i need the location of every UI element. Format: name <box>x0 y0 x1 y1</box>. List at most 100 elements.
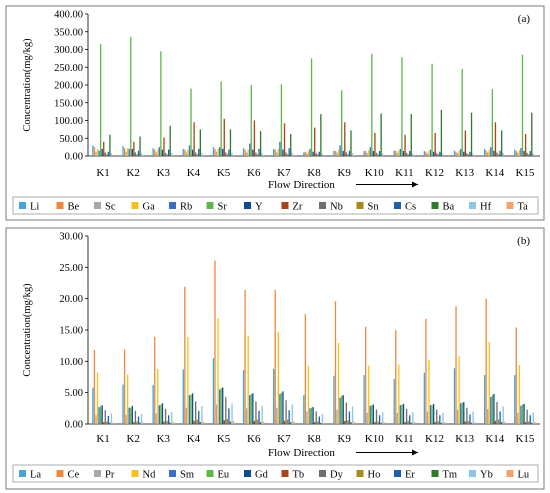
bar-ho-k8 <box>317 421 319 424</box>
category-label: K3 <box>157 433 171 445</box>
bar-li-k9 <box>333 150 335 156</box>
bar-la-k4 <box>182 369 184 424</box>
bar-nd-k9 <box>337 343 340 424</box>
bar-nb-k7 <box>285 152 287 156</box>
bar-eu-k1 <box>99 406 102 424</box>
bar-cs-k1 <box>107 151 110 156</box>
bar-cs-k6 <box>258 148 260 156</box>
bar-er-k5 <box>228 408 230 424</box>
bar-yb-k8 <box>321 413 324 424</box>
bar-ce-k3 <box>154 336 156 424</box>
bar-lu-k3 <box>172 422 174 424</box>
bar-y-k10 <box>372 151 375 156</box>
bar-li-k15 <box>514 149 516 156</box>
bar-hf-k1 <box>110 153 113 156</box>
legend-swatch <box>394 470 401 477</box>
bar-sr-k2 <box>130 37 132 156</box>
panel-frame <box>5 227 545 490</box>
bar-er-k1 <box>107 415 110 424</box>
bar-tm-k7 <box>290 422 292 424</box>
bar-ga-k12 <box>428 150 430 156</box>
bar-la-k3 <box>152 385 154 424</box>
legend-entry-hf: Hf <box>480 201 492 212</box>
bar-ba-k10 <box>380 113 382 156</box>
bar-sc-k7 <box>276 152 278 156</box>
bar-er-k12 <box>439 415 441 424</box>
bar-sc-k12 <box>426 153 429 156</box>
bar-ta-k11 <box>413 154 416 156</box>
bar-pr-k4 <box>185 407 188 424</box>
legend-swatch <box>356 470 364 477</box>
bar-tb-k12 <box>434 422 436 424</box>
bar-cs-k13 <box>469 151 471 156</box>
bar-sr-k13 <box>461 69 463 156</box>
category-label: K11 <box>395 433 414 445</box>
bar-pr-k12 <box>426 411 429 424</box>
bar-sm-k13 <box>460 403 462 424</box>
y-tick-label: 0.00 <box>65 152 83 163</box>
legend-swatch <box>56 202 64 209</box>
bar-tb-k15 <box>524 422 527 424</box>
bar-zr-k14 <box>494 122 497 156</box>
bar-be-k6 <box>244 149 246 156</box>
bar-y-k15 <box>523 151 525 156</box>
bar-tb-k2 <box>133 422 135 424</box>
bar-pr-k10 <box>366 412 368 424</box>
bar-sn-k11 <box>407 154 409 156</box>
bar-la-k14 <box>483 375 486 424</box>
bar-y-k7 <box>282 149 284 156</box>
bar-sm-k3 <box>158 405 160 424</box>
y-axis-label: Concentration(mg/kg) <box>22 38 33 132</box>
bar-ho-k1 <box>106 421 108 424</box>
bar-zr-k6 <box>253 120 256 156</box>
bar-be-k10 <box>364 151 367 156</box>
bar-sc-k6 <box>245 152 248 156</box>
bar-nb-k13 <box>466 153 468 156</box>
bar-yb-k3 <box>171 412 173 424</box>
bar-cs-k7 <box>288 148 290 156</box>
bar-ga-k11 <box>398 150 400 156</box>
bar-eu-k7 <box>280 392 283 424</box>
bar-li-k1 <box>92 145 94 156</box>
bar-cs-k10 <box>378 151 381 156</box>
bar-ta-k14 <box>504 154 506 156</box>
bar-sr-k10 <box>371 53 373 157</box>
bar-gd-k4 <box>191 393 194 424</box>
bar-pr-k3 <box>155 413 157 424</box>
bar-er-k13 <box>469 414 471 424</box>
bar-gd-k10 <box>372 404 375 424</box>
legend-swatch <box>94 202 101 209</box>
bar-ce-k4 <box>184 286 186 424</box>
bar-er-k15 <box>529 415 531 424</box>
bar-sm-k1 <box>98 407 100 424</box>
bar-cs-k8 <box>318 151 320 156</box>
bar-tm-k13 <box>470 422 473 424</box>
bar-sr-k7 <box>280 84 283 156</box>
bar-gd-k12 <box>432 403 435 424</box>
bar-tm-k10 <box>380 422 382 424</box>
bar-ce-k2 <box>123 349 126 424</box>
bar-yb-k2 <box>140 413 143 424</box>
bar-lu-k6 <box>263 421 265 424</box>
legend-entry-yb: Yb <box>480 469 493 480</box>
bar-sn-k5 <box>226 154 229 156</box>
y-tick-label: 400.00 <box>54 10 83 21</box>
category-label: K15 <box>515 433 534 445</box>
bar-er-k3 <box>167 415 170 424</box>
legend-entry-ce: Ce <box>68 469 80 480</box>
legend-swatch <box>244 470 251 477</box>
bar-pr-k5 <box>215 404 218 424</box>
bar-sm-k12 <box>429 405 432 424</box>
bar-nd-k12 <box>428 360 430 424</box>
bar-nd-k8 <box>307 365 310 424</box>
legend-swatch <box>394 202 401 209</box>
bar-pr-k2 <box>125 414 127 424</box>
bar-sm-k8 <box>309 408 311 424</box>
bar-y-k6 <box>252 149 254 156</box>
bar-be-k7 <box>274 149 276 156</box>
bar-zr-k12 <box>434 132 436 156</box>
bar-eu-k3 <box>160 404 162 424</box>
bar-ga-k4 <box>187 149 189 156</box>
bar-ga-k8 <box>307 150 310 156</box>
bar-cs-k9 <box>348 150 351 156</box>
